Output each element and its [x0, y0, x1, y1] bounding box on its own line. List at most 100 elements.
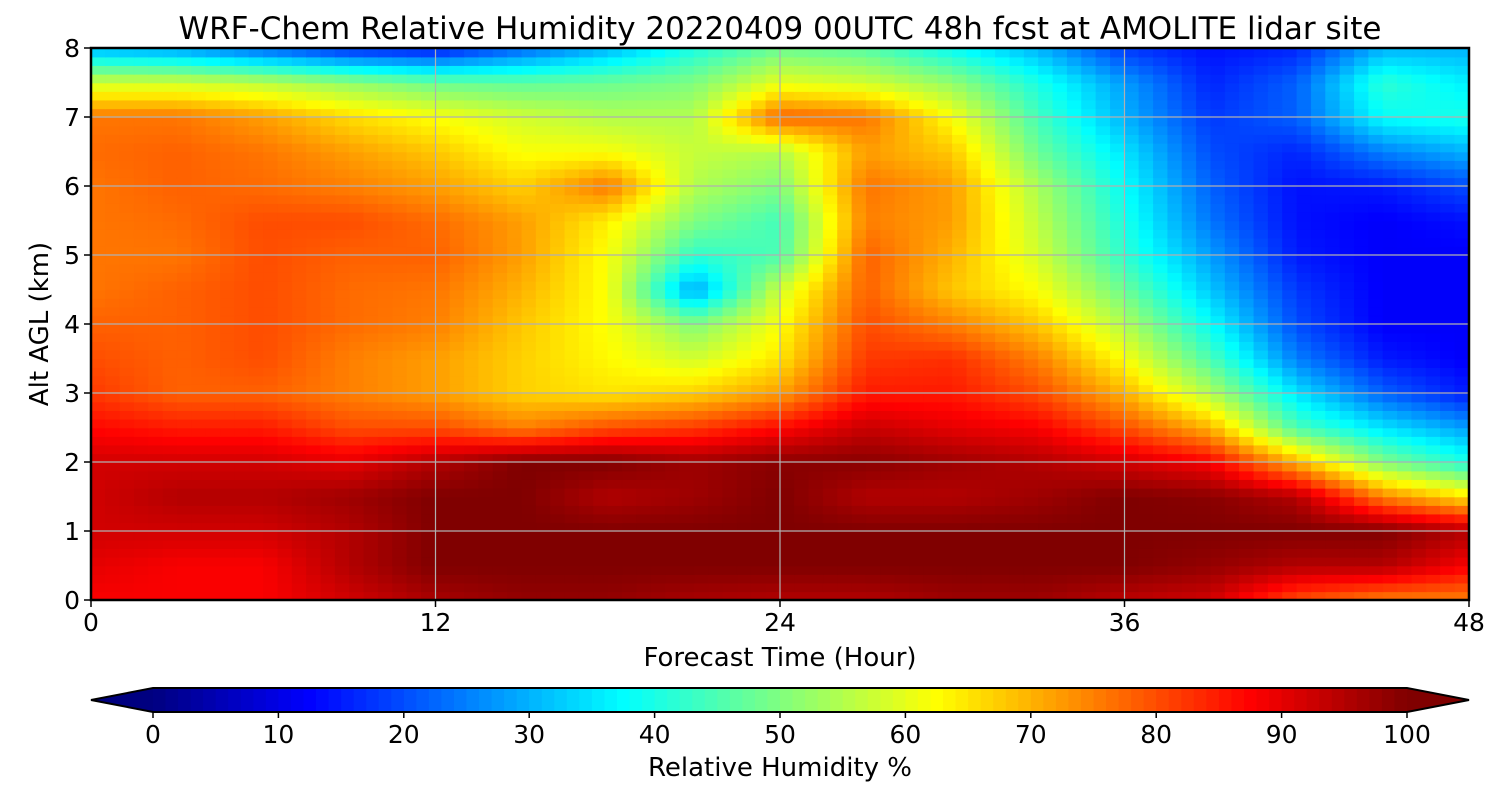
- heatmap-cell: [133, 151, 150, 161]
- heatmap-cell: [865, 392, 882, 403]
- heatmap-cell: [291, 504, 308, 515]
- heatmap-cell: [1411, 410, 1427, 420]
- heatmap-cell: [1038, 211, 1054, 222]
- heatmap-cell: [808, 315, 824, 325]
- heatmap-cell: [1411, 237, 1427, 248]
- heatmap-cell: [822, 349, 839, 360]
- heatmap-cell: [808, 246, 824, 256]
- heatmap-cell: [1153, 237, 1169, 248]
- heatmap-cell: [1023, 375, 1040, 386]
- heatmap-cell: [406, 168, 422, 179]
- heatmap-cell: [1253, 220, 1269, 230]
- heatmap-cell: [779, 487, 796, 498]
- heatmap-cell: [349, 203, 365, 213]
- heatmap-cell: [1081, 418, 1097, 429]
- heatmap-cell: [133, 548, 150, 558]
- heatmap-cell: [277, 315, 293, 325]
- heatmap-cell: [349, 220, 365, 230]
- heatmap-cell: [593, 315, 609, 325]
- heatmap-cell: [923, 573, 939, 584]
- heatmap-cell: [779, 358, 796, 368]
- heatmap-cell: [176, 358, 193, 368]
- heatmap-cell: [865, 427, 882, 437]
- heatmap-cell: [507, 479, 523, 489]
- heatmap-cell: [1425, 263, 1442, 274]
- heatmap-cell: [894, 315, 910, 325]
- heatmap-cell: [865, 185, 882, 196]
- heatmap-cell: [909, 530, 925, 541]
- heatmap-cell: [1081, 573, 1097, 584]
- heatmap-cell: [91, 435, 107, 446]
- heatmap-cell: [277, 349, 293, 360]
- heatmap-cell: [650, 496, 666, 506]
- heatmap-cell: [1454, 246, 1469, 256]
- heatmap-cell: [277, 228, 293, 239]
- heatmap-cell: [420, 297, 437, 308]
- heatmap-cell: [1124, 444, 1140, 455]
- heatmap-cell: [176, 513, 193, 524]
- heatmap-cell: [1124, 185, 1140, 196]
- heatmap-cell: [248, 504, 264, 515]
- heatmap-cell: [1282, 168, 1298, 179]
- heatmap-cell: [794, 487, 810, 498]
- heatmap-cell: [277, 177, 293, 187]
- heatmap-cell: [794, 470, 810, 481]
- heatmap-cell: [1253, 151, 1269, 161]
- heatmap-cell: [937, 297, 954, 308]
- heatmap-cell: [176, 220, 193, 230]
- heatmap-cell: [1181, 246, 1198, 256]
- heatmap-cell: [621, 410, 638, 420]
- heatmap-cell: [91, 203, 107, 213]
- heatmap-cell: [779, 272, 796, 282]
- heatmap-cell: [277, 297, 293, 308]
- heatmap-cell: [1124, 323, 1140, 334]
- heatmap-cell: [894, 177, 910, 187]
- heatmap-cell: [607, 522, 623, 532]
- heatmap-cell: [621, 203, 638, 213]
- heatmap-cell: [1095, 444, 1111, 455]
- heatmap-cell: [1052, 168, 1068, 179]
- heatmap-cell: [650, 410, 666, 420]
- heatmap-cell: [650, 289, 666, 299]
- heatmap-cell: [148, 522, 164, 532]
- heatmap-cell: [1124, 306, 1140, 317]
- heatmap-cell: [234, 203, 250, 213]
- heatmap-cell: [894, 470, 910, 481]
- heatmap-cell: [1095, 203, 1111, 213]
- heatmap-cell: [1138, 280, 1154, 291]
- heatmap-cell: [105, 479, 121, 489]
- heatmap-cell: [679, 487, 695, 498]
- heatmap-cell: [1267, 289, 1284, 299]
- heatmap-cell: [277, 306, 293, 317]
- heatmap-cell: [966, 246, 982, 256]
- heatmap-cell: [794, 358, 810, 368]
- heatmap-cell: [148, 548, 164, 558]
- heatmap-cell: [1023, 159, 1040, 170]
- heatmap-cell: [435, 228, 451, 239]
- heatmap-cell: [909, 453, 925, 463]
- heatmap-cell: [507, 470, 523, 481]
- heatmap-cell: [334, 539, 351, 550]
- heatmap-cell: [1397, 384, 1413, 394]
- heatmap-cell: [909, 410, 925, 420]
- heatmap-cell: [91, 530, 107, 541]
- heatmap-cell: [234, 392, 250, 403]
- heatmap-cell: [291, 496, 308, 506]
- heatmap-cell: [765, 246, 781, 256]
- heatmap-cell: [334, 453, 351, 463]
- heatmap-cell: [306, 504, 322, 515]
- heatmap-cell: [1282, 401, 1298, 412]
- heatmap-cell: [220, 341, 236, 351]
- heatmap-cell: [665, 237, 681, 248]
- heatmap-cell: [923, 384, 939, 394]
- heatmap-cell: [1038, 530, 1054, 541]
- heatmap-cell: [119, 203, 135, 213]
- heatmap-cell: [377, 530, 394, 541]
- heatmap-cell: [1454, 461, 1469, 472]
- heatmap-cell: [1296, 306, 1312, 317]
- heatmap-cell: [1282, 479, 1298, 489]
- heatmap-cell: [966, 211, 982, 222]
- heatmap-cell: [133, 254, 150, 265]
- heatmap-cell: [234, 453, 250, 463]
- heatmap-cell: [995, 427, 1011, 437]
